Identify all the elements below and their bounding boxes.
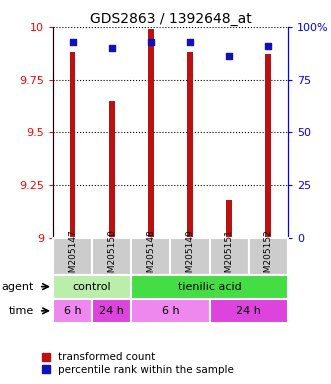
- Text: 6 h: 6 h: [64, 306, 81, 316]
- Bar: [226, 200, 232, 238]
- Bar: [170, 238, 210, 275]
- Bar: [148, 29, 154, 238]
- Bar: [53, 299, 92, 323]
- Text: GSM205151: GSM205151: [225, 229, 234, 284]
- Text: time: time: [9, 306, 34, 316]
- Bar: [131, 299, 210, 323]
- Bar: [70, 52, 75, 238]
- Text: GSM205148: GSM205148: [146, 229, 155, 284]
- Title: GDS2863 / 1392648_at: GDS2863 / 1392648_at: [90, 12, 251, 26]
- Bar: [131, 238, 170, 275]
- Bar: [53, 275, 131, 299]
- Point: [226, 53, 232, 60]
- Point: [148, 39, 154, 45]
- Bar: [187, 52, 193, 238]
- Text: tienilic acid: tienilic acid: [178, 281, 242, 292]
- Text: 24 h: 24 h: [236, 306, 261, 316]
- Bar: [210, 299, 288, 323]
- Text: agent: agent: [2, 281, 34, 292]
- Bar: [210, 238, 249, 275]
- Text: GSM205150: GSM205150: [107, 229, 116, 284]
- Bar: [53, 238, 92, 275]
- Point: [187, 39, 193, 45]
- Text: GSM205152: GSM205152: [264, 229, 273, 284]
- Text: GSM205149: GSM205149: [186, 229, 195, 284]
- Point: [70, 39, 75, 45]
- Bar: [131, 275, 288, 299]
- Text: control: control: [73, 281, 112, 292]
- Bar: [92, 238, 131, 275]
- Point: [109, 45, 114, 51]
- Text: GSM205147: GSM205147: [68, 229, 77, 284]
- Bar: [92, 299, 131, 323]
- Bar: [249, 238, 288, 275]
- Point: [266, 43, 271, 49]
- Legend: transformed count, percentile rank within the sample: transformed count, percentile rank withi…: [42, 353, 234, 375]
- Text: 24 h: 24 h: [99, 306, 124, 316]
- Text: 6 h: 6 h: [162, 306, 179, 316]
- Bar: [265, 55, 271, 238]
- Bar: [109, 101, 115, 238]
